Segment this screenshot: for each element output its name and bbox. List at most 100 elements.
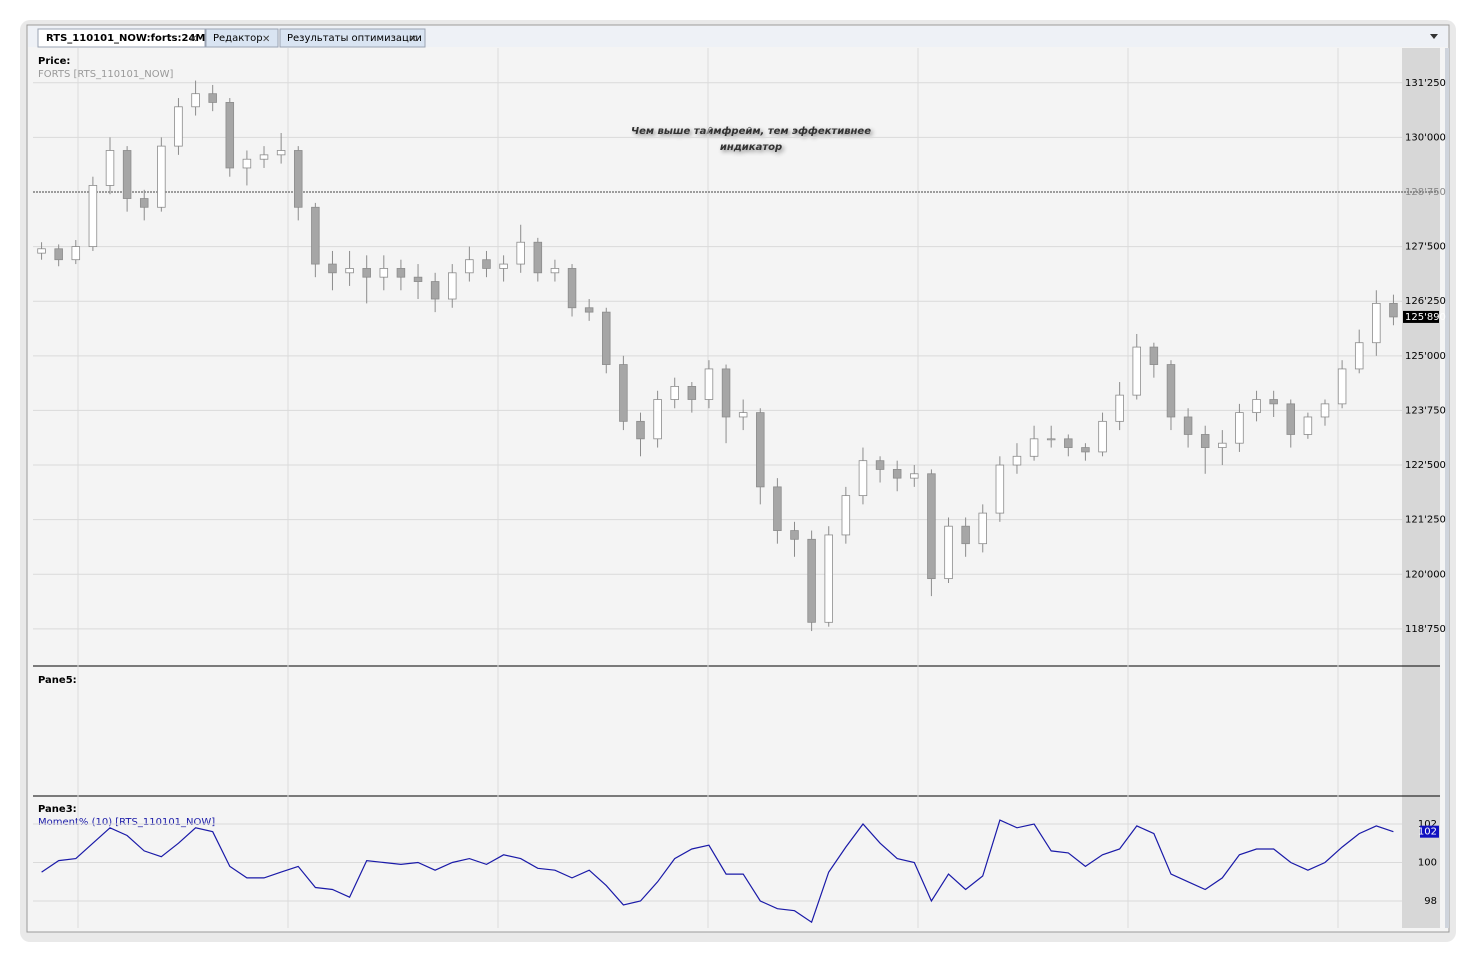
last-value-label: 102 (1418, 827, 1437, 838)
candle-body (1081, 447, 1090, 453)
tab-bg (37, 28, 206, 48)
candle-body (927, 473, 936, 580)
candle-body (430, 281, 440, 300)
candle-body (756, 412, 765, 488)
candle-body (225, 102, 235, 169)
tab-close[interactable]: ✕ (189, 34, 197, 45)
candle-body (1252, 399, 1261, 414)
candle-body (875, 460, 885, 470)
candle-body (465, 259, 474, 274)
candle-body (71, 246, 81, 261)
y-tick-label: 126'250 (1405, 296, 1446, 307)
candle-body (550, 268, 560, 274)
y-tick-label: 131'250 (1405, 78, 1446, 89)
pane-title: Price: (38, 56, 70, 67)
candle-body (88, 185, 98, 247)
candle-body (636, 420, 645, 440)
candle-body (396, 268, 406, 278)
candle-body (1115, 394, 1124, 422)
candle-body (105, 150, 115, 186)
candle-body (1320, 403, 1330, 418)
candle-body (379, 268, 389, 278)
candle-body (1149, 346, 1159, 365)
candle-body (311, 206, 320, 265)
candle-body (790, 530, 799, 540)
candle-body (858, 460, 868, 497)
y-tick-label: 102 (1418, 819, 1437, 830)
candle-body (704, 368, 714, 400)
candle-body (653, 399, 662, 440)
legend-entry: Moment% (10) [RTS_110101_NOW] (38, 817, 215, 828)
candle-body (602, 311, 611, 365)
candle-body (54, 248, 63, 261)
candle-body (208, 93, 217, 103)
tab-label[interactable]: Редактор (213, 33, 263, 44)
last-price-label: 125'890 (1405, 312, 1446, 323)
y-tick-label: 125'000 (1405, 351, 1446, 362)
candle-body (944, 525, 953, 580)
candle-body (448, 272, 457, 300)
candle-body (567, 268, 577, 309)
candle-body (362, 268, 371, 278)
candle-body (139, 198, 149, 208)
tab-label[interactable]: RTS_110101_NOW:forts:24M (46, 33, 205, 44)
tab-label[interactable]: Результаты оптимизации (287, 33, 422, 44)
y-tick-label: 122'500 (1405, 460, 1446, 471)
candle-body (841, 495, 851, 536)
candle-body (1337, 368, 1347, 405)
y-tick-label: 98 (1424, 896, 1437, 907)
candle-body (174, 106, 183, 147)
candle-body (1012, 455, 1022, 466)
tab-bg (279, 28, 426, 48)
y-tick-label: 121'250 (1405, 515, 1446, 526)
candle-body (242, 158, 252, 169)
y-tick-label: 127'500 (1405, 242, 1446, 253)
pane-title: Pane5: (38, 675, 77, 686)
candle-body (1132, 346, 1142, 396)
candle-body (499, 263, 508, 269)
candle-body (482, 259, 491, 269)
candle-body (122, 150, 132, 199)
candle-body (345, 268, 354, 274)
tab[interactable]: RTS_110101_NOW:forts:24M ✕ (37, 28, 206, 48)
scrollbar[interactable] (1445, 48, 1449, 928)
candle-body (157, 145, 166, 208)
candle-body (516, 241, 525, 265)
candle-body (293, 150, 303, 208)
candle-body (533, 241, 543, 274)
candle-body (1200, 434, 1210, 448)
reference-label: 128'750 (1405, 187, 1446, 198)
candle-body (1218, 442, 1227, 448)
candle-body (687, 385, 697, 400)
candle-body (191, 93, 200, 108)
last-value-box (1420, 825, 1439, 838)
tab[interactable]: Результаты оптимизации ✕ (279, 28, 426, 48)
candle-body (1235, 412, 1244, 444)
candle-body (619, 364, 628, 422)
candle-body (910, 473, 919, 479)
candle-body (892, 469, 902, 479)
candle-body (978, 512, 987, 545)
tab-close[interactable]: ✕ (262, 34, 270, 45)
candle-body (37, 248, 46, 254)
y-tick-label: 100 (1418, 858, 1437, 869)
pane-title: Pane3: (38, 804, 77, 815)
candle-body (259, 154, 269, 160)
tab-menu[interactable] (1430, 34, 1438, 39)
tab[interactable]: Редактор ✕ (205, 28, 279, 48)
candle-body (413, 276, 423, 282)
candle-body (1372, 302, 1381, 344)
candle-body (807, 538, 816, 623)
candle-body (670, 385, 679, 400)
candle-body (276, 150, 286, 156)
candle-body (1098, 420, 1107, 453)
candle-body (1389, 302, 1398, 318)
candle-body (995, 464, 1005, 514)
candle-body (824, 534, 833, 623)
candle-body (1303, 416, 1313, 435)
plot-area (33, 48, 1402, 928)
tab-close[interactable]: ✕ (409, 34, 417, 45)
candle-body (773, 486, 782, 531)
y-tick-label: 130'000 (1405, 132, 1446, 143)
pane-subtitle: FORTS [RTS_110101_NOW] (38, 69, 173, 80)
